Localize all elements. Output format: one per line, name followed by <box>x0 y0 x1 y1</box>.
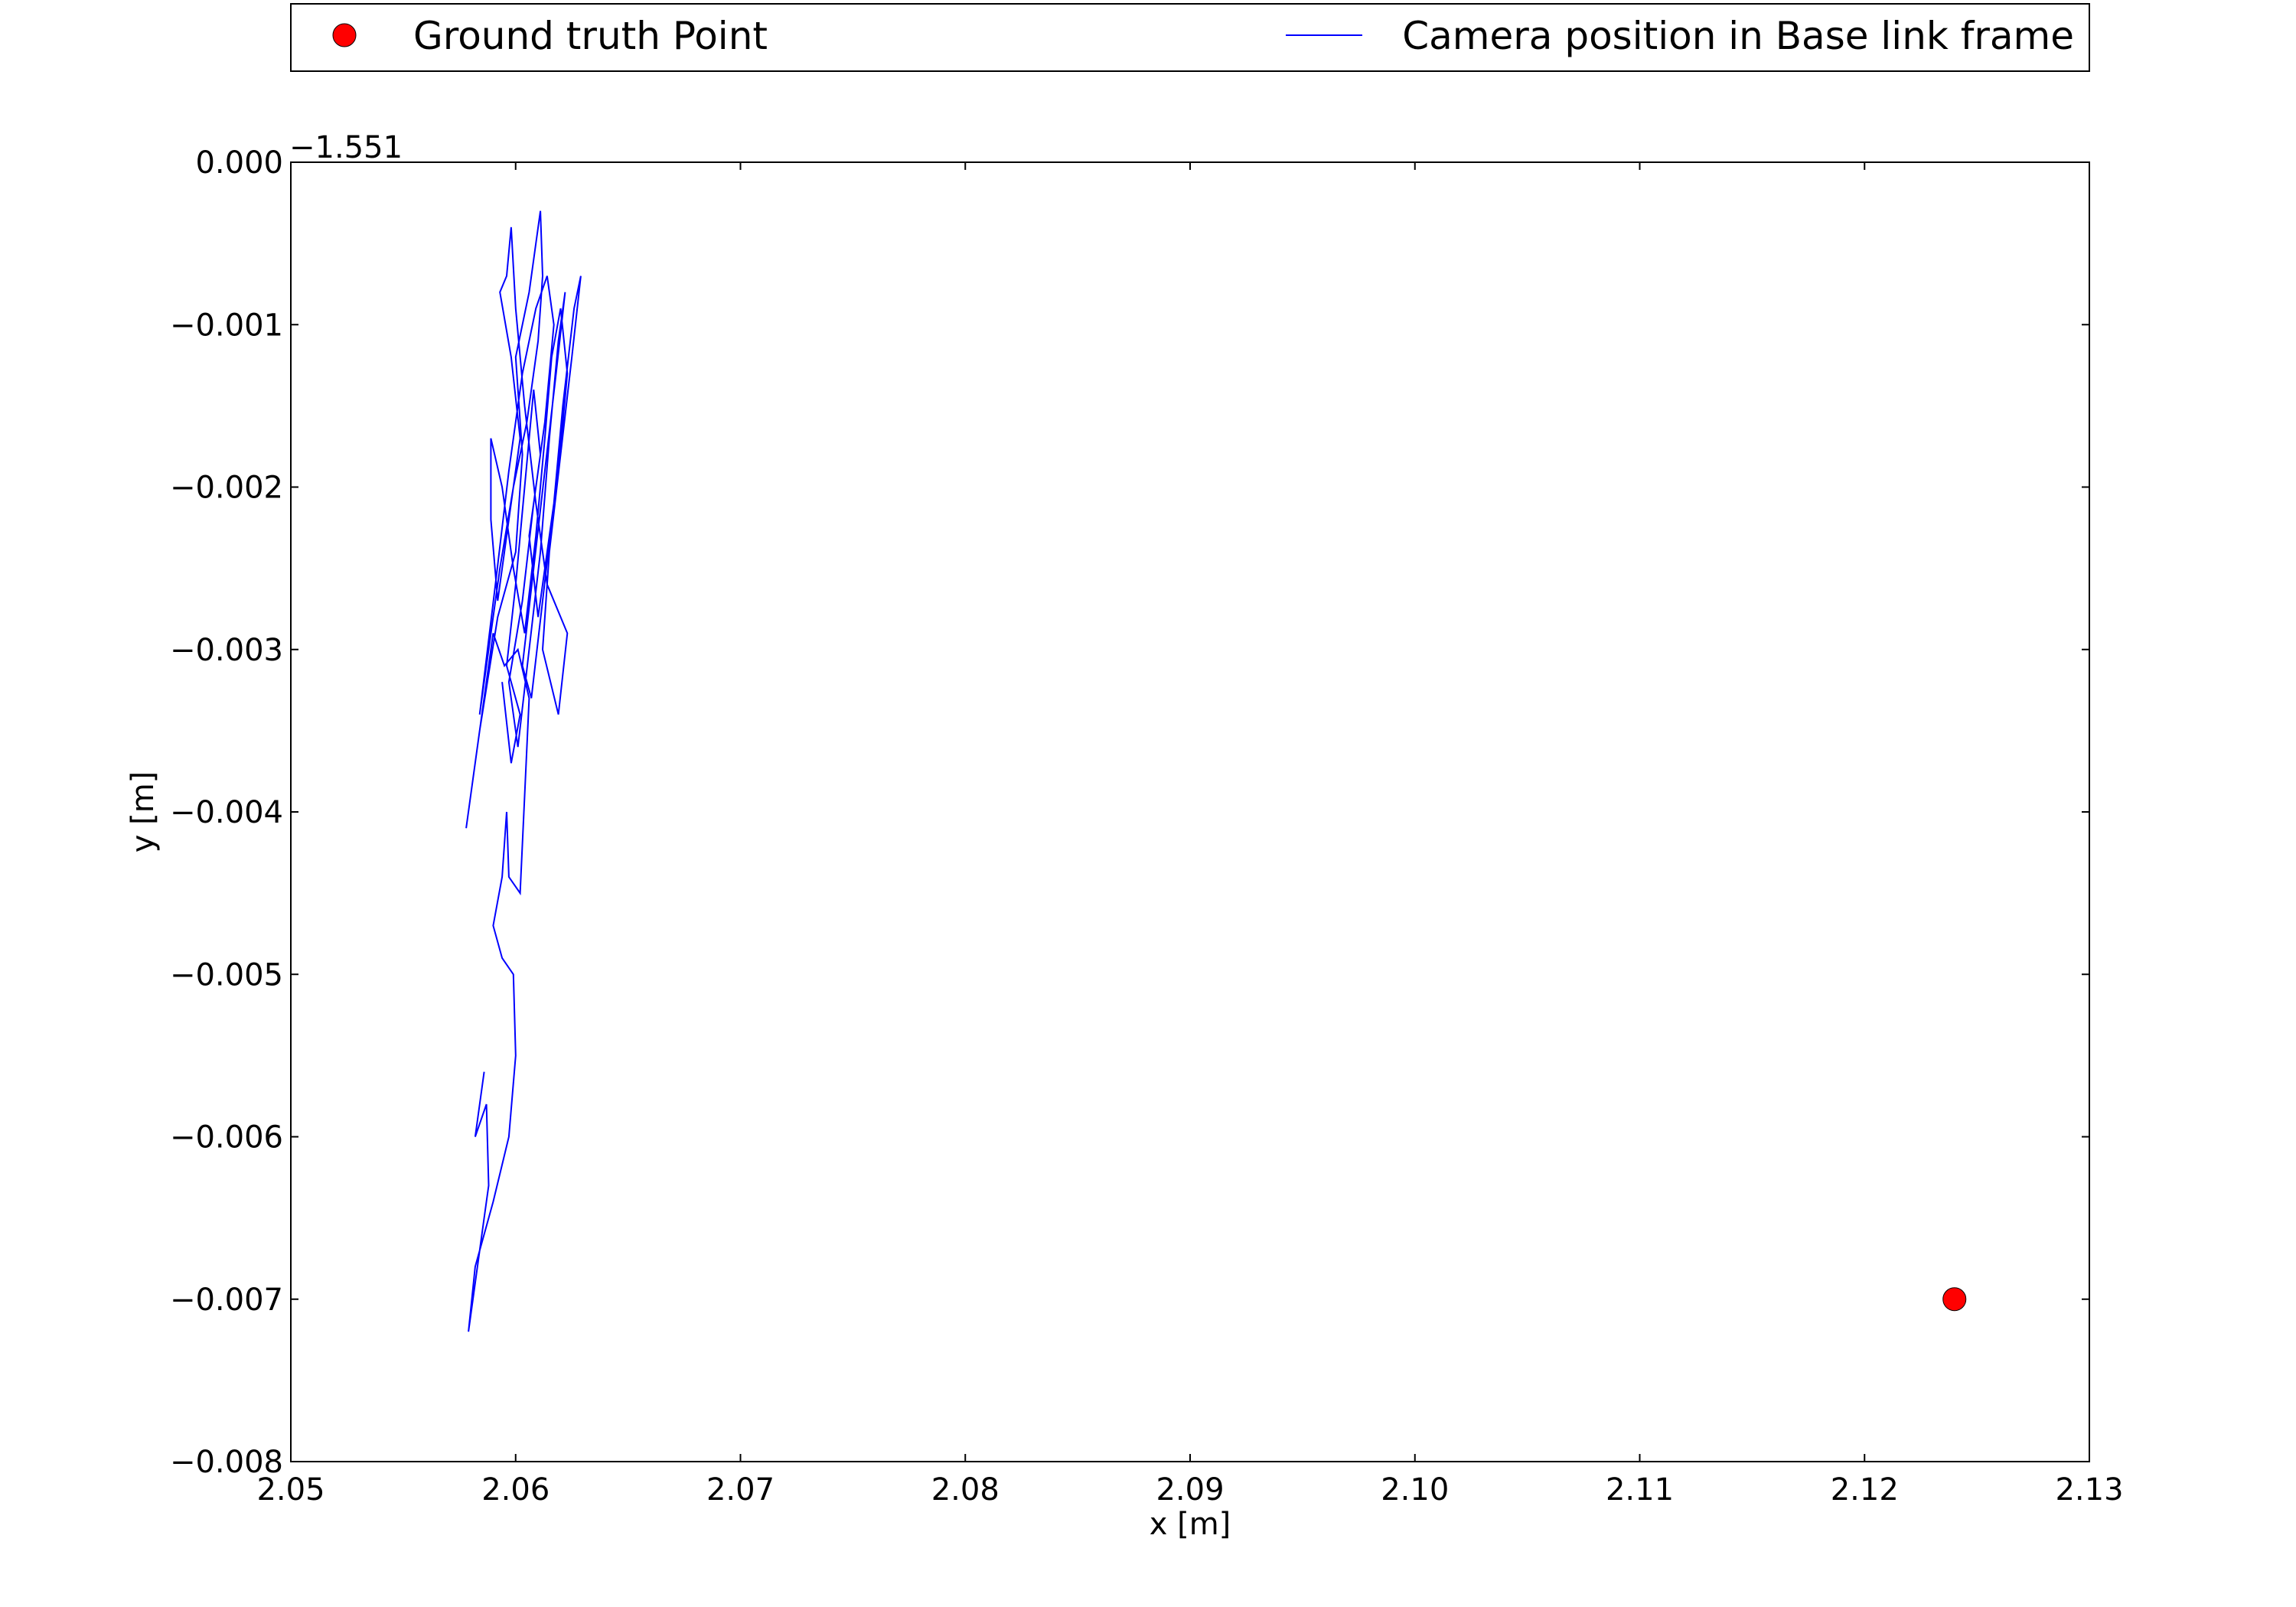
legend: Ground truth Point Camera position in Ba… <box>290 3 2090 72</box>
y-axis-label: y [m] <box>126 771 161 853</box>
x-tick-label: 2.05 <box>256 1472 325 1508</box>
legend-frame <box>290 3 2090 72</box>
y-tick-label: −0.003 <box>170 633 283 668</box>
x-axis-label: x [m] <box>1150 1507 1231 1542</box>
y-tick-label: −0.006 <box>170 1120 283 1156</box>
y-axis-ticks: 0.000 −0.001 −0.002 −0.003 −0.004 −0.005 −0.00… <box>170 145 2089 1480</box>
y-tick-label: −0.007 <box>170 1283 283 1318</box>
legend-label-camera-position: Camera position in Base link frame <box>1402 14 2074 58</box>
series-points-ground-truth <box>1942 1287 1967 1312</box>
x-tick-label: 2.11 <box>1606 1472 1674 1508</box>
y-tick-label: 0.000 <box>195 145 283 181</box>
y-tick-label: −0.008 <box>170 1445 283 1480</box>
plot-area: 2.05 2.06 2.07 2.08 2.09 2.10 2.11 2.12 2.13 0.0… <box>170 145 2124 1508</box>
x-tick-label: 2.06 <box>481 1472 550 1508</box>
x-tick-label: 2.09 <box>1156 1472 1224 1508</box>
series-line-camera-position <box>465 210 582 1332</box>
y-tick-label: −0.004 <box>170 795 283 830</box>
x-tick-label: 2.07 <box>706 1472 775 1508</box>
x-axis-ticks: 2.05 2.06 2.07 2.08 2.09 2.10 2.11 2.12 2.13 <box>256 162 2124 1508</box>
x-tick-label: 2.08 <box>931 1472 1000 1508</box>
legend-marker-ground-truth <box>332 23 357 47</box>
plot-frame <box>290 161 2090 1462</box>
y-tick-label: −0.002 <box>170 471 283 506</box>
y-tick-label: −0.001 <box>170 308 283 343</box>
ground-truth-point <box>1942 1287 1967 1312</box>
x-tick-label: 2.13 <box>2055 1472 2123 1508</box>
x-tick-label: 2.10 <box>1381 1472 1449 1508</box>
y-tick-label: −0.005 <box>170 957 283 993</box>
x-tick-label: 2.12 <box>1831 1472 1899 1508</box>
y-axis-offset-label: −1.551 <box>289 130 403 165</box>
legend-label-ground-truth: Ground truth Point <box>413 14 768 58</box>
